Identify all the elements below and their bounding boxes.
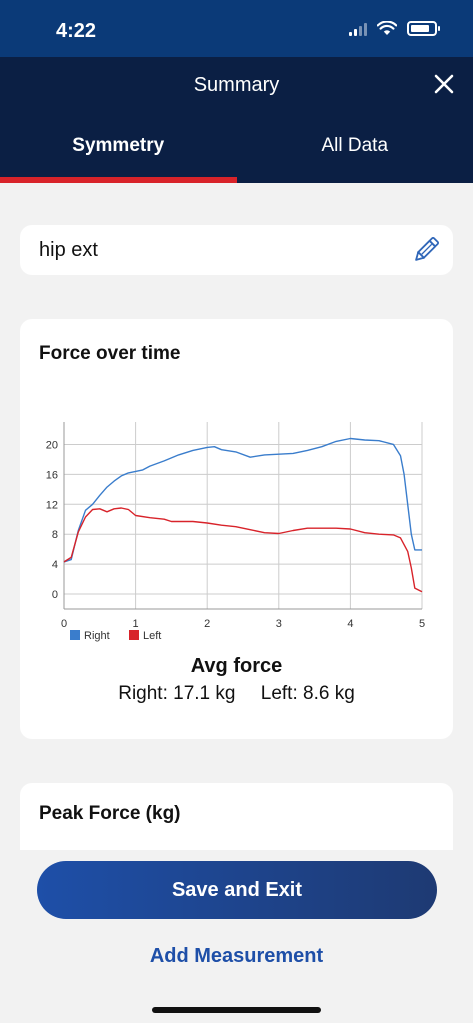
series-line-left xyxy=(63,507,423,593)
chart-title: Force over time xyxy=(39,343,181,364)
status-time: 4:22 xyxy=(56,20,97,42)
home-indicator xyxy=(152,1007,321,1013)
pencil-icon[interactable] xyxy=(411,235,441,265)
legend-label-left: Left xyxy=(143,630,161,642)
cellular-signal-icon xyxy=(349,22,367,36)
status-icons xyxy=(349,21,440,36)
force-chart-card: Force over time 0 1 2 3 4 5 0 4 8 12 16 20 Right Left… xyxy=(20,319,453,739)
exercise-name: hip ext xyxy=(39,239,98,261)
x-tick-label: 4 xyxy=(347,618,353,630)
tab-symmetry[interactable]: Symmetry xyxy=(72,135,165,156)
peak-force-card: Peak Force (kg) xyxy=(20,783,453,850)
wifi-icon xyxy=(377,21,397,35)
save-and-exit-button[interactable]: Save and Exit xyxy=(37,861,437,919)
y-tick-label: 0 xyxy=(52,589,58,601)
y-tick-label: 20 xyxy=(46,439,58,451)
avg-force-right: Right: 17.1 kg xyxy=(118,683,236,704)
tab-bar: Symmetry All Data xyxy=(0,127,473,183)
y-tick-label: 16 xyxy=(46,469,58,481)
page-title: Summary xyxy=(193,74,280,96)
y-tick-label: 4 xyxy=(52,559,58,571)
avg-force-values: Right: 17.1 kg Left: 8.6 kg xyxy=(20,683,453,705)
tab-all-data[interactable]: All Data xyxy=(321,135,389,156)
avg-force-title: Avg force xyxy=(190,655,283,677)
x-tick-label: 5 xyxy=(419,618,425,630)
summary-header: Summary Symmetry All Data xyxy=(0,57,473,183)
active-tab-indicator xyxy=(0,177,237,183)
peak-force-title: Peak Force (kg) xyxy=(39,803,181,824)
legend-swatch-left xyxy=(129,630,139,640)
status-bar: 4:22 xyxy=(0,0,473,57)
avg-force-left: Left: 8.6 kg xyxy=(260,683,355,704)
x-tick-label: 3 xyxy=(276,618,282,630)
x-tick-label: 1 xyxy=(133,618,139,630)
legend-swatch-right xyxy=(70,630,80,640)
close-icon[interactable] xyxy=(433,73,455,95)
y-tick-label: 8 xyxy=(52,529,58,541)
legend-label-right: Right xyxy=(84,630,110,642)
y-tick-label: 12 xyxy=(46,499,58,511)
add-measurement-link[interactable]: Add Measurement xyxy=(149,945,324,967)
x-tick-label: 0 xyxy=(61,618,67,630)
series-line-right xyxy=(63,437,422,563)
battery-icon xyxy=(407,21,440,36)
x-tick-label: 2 xyxy=(204,618,210,630)
exercise-name-card: hip ext xyxy=(20,225,453,275)
